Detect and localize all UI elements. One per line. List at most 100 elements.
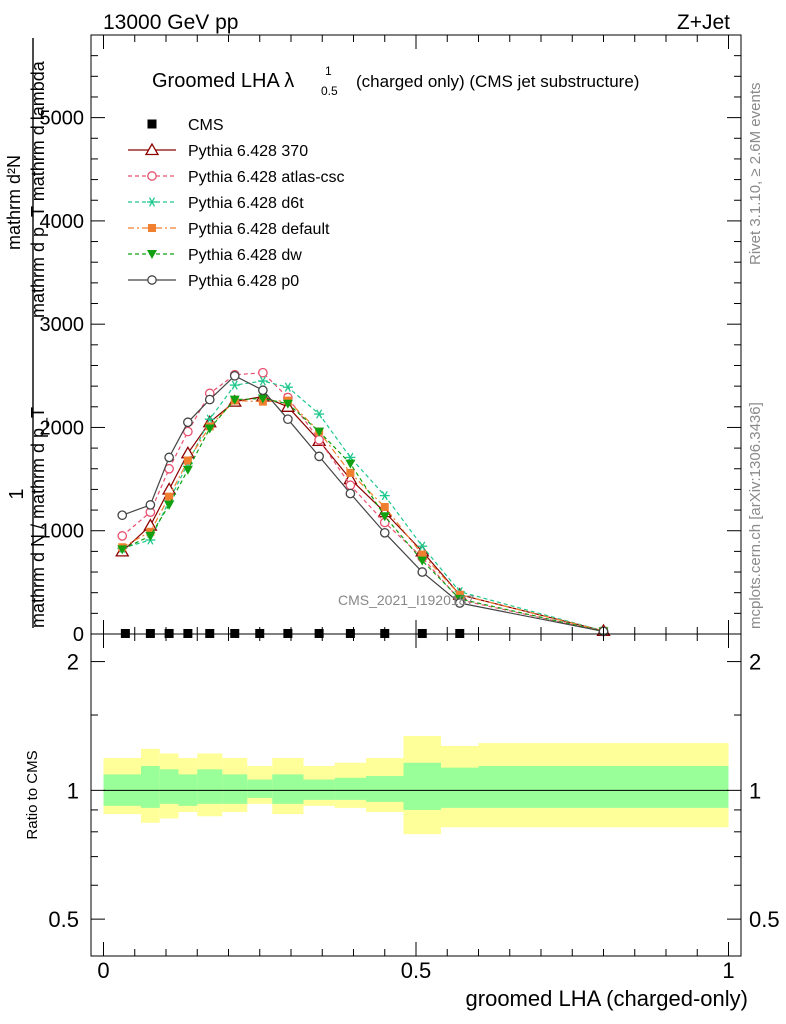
- data-point-4-2: [165, 492, 174, 501]
- ratio-inner-band-10: [366, 776, 404, 802]
- data-point-6-12: [454, 598, 465, 608]
- data-point-0-8: [314, 628, 324, 638]
- data-point-6-10: [379, 527, 390, 538]
- data-point-5-8: [314, 427, 325, 437]
- legend-label-5: Pythia 6.428 dw: [188, 247, 302, 264]
- data-point-2-8: [314, 434, 324, 445]
- data-point-6-3: [183, 417, 193, 428]
- ratio-plot-frame: [90, 633, 742, 957]
- mcplots-label: mcplots.cern.ch [arXiv:1306.3436]: [747, 402, 764, 629]
- data-point-2-6: [258, 367, 268, 378]
- ratio-y-tick-label: 1: [67, 778, 79, 803]
- main-y-ticks: 0 1000 2000 3000 4000 5000: [40, 35, 741, 646]
- ratio-inner-band-2: [159, 769, 179, 804]
- y-label-denominator: mathrm d N / mathrm d p_T: [28, 407, 49, 628]
- data-point-6-4: [204, 394, 215, 405]
- data-point-0-2: [164, 628, 174, 638]
- plot-title-superscript: 1: [325, 64, 332, 78]
- data-point-3-6: [257, 376, 268, 386]
- data-point-3-5: [229, 380, 240, 390]
- data-point-4-9: [346, 468, 355, 477]
- data-point-3-8-stroke: [316, 409, 323, 419]
- series-6: [117, 370, 609, 637]
- data-point-3-7-stroke: [284, 382, 291, 392]
- legend-marker-4: [148, 224, 156, 232]
- ratio-y-tick-label: 0.5: [48, 907, 79, 932]
- ratio-inner-band-11: [403, 762, 441, 810]
- data-point-5-1: [145, 531, 156, 541]
- data-point-3-8: [314, 409, 325, 419]
- energy-label: 13000 GeV pp: [103, 11, 238, 34]
- legend-label-4: Pythia 6.428 default: [188, 221, 330, 238]
- legend-label-2: Pythia 6.428 atlas-csc: [188, 169, 345, 186]
- y-tick-label: 3000: [40, 314, 85, 336]
- data-point-2-0: [117, 531, 128, 541]
- data-point-0-11: [417, 628, 427, 638]
- x-tick-label: 0: [97, 958, 109, 983]
- data-point-5-4: [204, 424, 215, 434]
- data-point-5-6: [257, 394, 268, 404]
- data-point-6-1: [145, 500, 156, 510]
- data-point-5-11: [417, 556, 428, 566]
- ratio-inner-band-7: [272, 774, 304, 804]
- data-point-4-10: [380, 502, 389, 511]
- ratio-y-tick-label-right: 0.5: [749, 907, 780, 932]
- series-0: [120, 628, 465, 638]
- data-point-4-3: [183, 456, 192, 465]
- ratio-inner-band-1: [141, 766, 160, 808]
- ratio-y-tick-label: 2: [67, 650, 79, 675]
- legend-marker-3: [147, 197, 157, 207]
- legend-marker-0: [147, 119, 157, 129]
- legend-marker-3-stroke: [148, 197, 156, 207]
- data-point-6-11: [417, 567, 428, 577]
- series-line-2: [121, 372, 604, 633]
- ratio-y-tick-label-right: 2: [749, 650, 761, 675]
- data-point-5-10: [379, 512, 390, 522]
- data-point-5-0: [117, 545, 128, 555]
- data-point-0-0: [120, 628, 130, 638]
- data-point-6-7: [283, 414, 293, 425]
- data-point-6-9: [345, 488, 356, 499]
- data-point-5-5: [229, 395, 240, 405]
- legend-marker-1: [144, 142, 160, 156]
- y-tick-label: 1000: [40, 521, 85, 543]
- data-point-4-1: [146, 527, 155, 536]
- data-point-3-11-stroke: [419, 541, 426, 551]
- series-line-5: [121, 397, 604, 633]
- legend-marker-2: [147, 171, 157, 181]
- data-point-6-5: [229, 370, 240, 381]
- plot-title-rest: (charged only) (CMS jet substructure): [356, 72, 639, 91]
- data-point-2-9: [345, 480, 356, 491]
- ratio-inner-band-9: [334, 777, 366, 800]
- legend-label-0: CMS: [188, 117, 224, 134]
- legend-label-6: Pythia 6.428 p0: [188, 273, 299, 290]
- data-point-6-0: [117, 510, 128, 521]
- y-tick-label: 4000: [40, 211, 85, 233]
- ratio-y-tick-label-right: 1: [749, 778, 761, 803]
- y-label-numerator-2: mathrm d p_T mathrm d lambda: [28, 60, 49, 318]
- data-point-0-1: [145, 628, 155, 638]
- data-point-3-10-stroke: [381, 490, 388, 501]
- ratio-inner-band-4: [197, 769, 223, 804]
- ratio-plot-content: [103, 735, 729, 835]
- y-label-fraction-one: 1: [6, 488, 28, 499]
- data-point-4-11: [418, 550, 427, 559]
- main-plot-content: [115, 367, 611, 638]
- legend-marker-5: [147, 250, 157, 259]
- data-point-3-5-stroke: [231, 380, 238, 390]
- data-point-0-12: [455, 628, 465, 638]
- y-tick-label: 2000: [40, 417, 85, 439]
- x-axis-label: groomed LHA (charged-only): [466, 986, 748, 1011]
- series-line-6: [122, 375, 604, 633]
- data-point-6-6: [258, 385, 268, 396]
- data-point-3-10: [379, 490, 390, 501]
- plot-title-subscript: 0.5: [321, 84, 338, 98]
- data-point-0-5: [230, 628, 240, 638]
- x-tick-label: 1: [722, 958, 734, 983]
- x-tick-label: 0.5: [401, 958, 432, 983]
- data-point-3-11: [417, 541, 428, 551]
- ratio-axis-ticks: 0.5 0.5 1 1 2 2 0 0.5 1: [48, 634, 780, 983]
- ratio-inner-band-6: [247, 779, 273, 798]
- ratio-inner-band-8: [303, 779, 335, 800]
